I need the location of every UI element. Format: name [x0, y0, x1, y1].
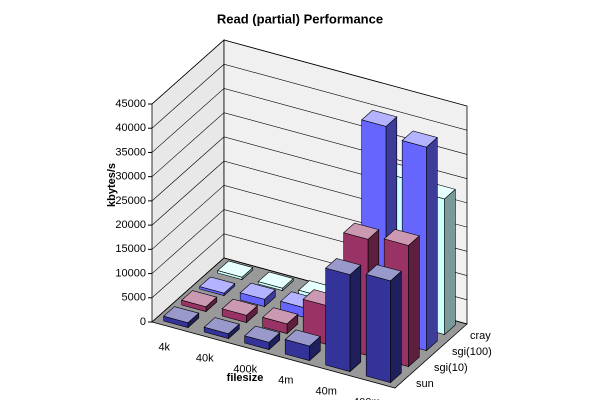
bar-top: [284, 329, 321, 347]
bar: [239, 282, 276, 308]
y-axis-title: kbytes/s: [106, 163, 118, 207]
bar-top: [262, 307, 299, 325]
bar-top: [361, 109, 398, 127]
bar-top: [217, 260, 254, 278]
bar: [262, 307, 299, 335]
x-tick-label: 4k: [158, 341, 170, 353]
bar-side: [408, 235, 420, 368]
y-tick-label: 10000: [115, 267, 146, 279]
bar-side: [349, 264, 362, 373]
series-label: sgi(10): [434, 362, 468, 374]
bar-top: [181, 290, 218, 308]
bar-top: [244, 325, 281, 343]
y-tick-label: 35000: [115, 146, 146, 158]
bar: [199, 276, 236, 297]
bar-top: [203, 317, 240, 335]
series-label: cray: [470, 330, 491, 342]
y-tick-label: 45000: [115, 98, 146, 110]
y-tick-label: 40000: [115, 122, 146, 134]
bar: [257, 271, 294, 292]
x-axis-title: filesize: [227, 372, 264, 384]
bar-top: [401, 130, 438, 148]
y-tick-label: 15000: [115, 243, 146, 255]
bar-front: [365, 273, 391, 383]
y-tick-label: 0: [140, 316, 146, 328]
bar: [181, 290, 218, 313]
y-tick-label: 25000: [115, 195, 146, 207]
bar-top: [163, 306, 200, 324]
bar: [365, 264, 402, 384]
y-tick-label: 20000: [115, 219, 146, 231]
bar-side: [426, 136, 438, 352]
bar: [221, 298, 258, 324]
y-tick-label: 30000: [115, 171, 146, 183]
bar-front: [325, 267, 351, 372]
bar: [284, 329, 321, 362]
bar: [203, 317, 240, 340]
x-tick-label: 40k: [196, 352, 214, 364]
series-label: sun: [416, 378, 434, 390]
bar-top: [221, 298, 258, 316]
bar: [244, 325, 281, 351]
x-tick-label: 400m: [353, 396, 381, 400]
chart-title: Read (partial) Performance: [217, 11, 383, 26]
grid-line: [151, 63, 468, 131]
bar-top: [199, 276, 236, 294]
bar-top: [365, 264, 402, 282]
x-tick-label: 4m: [278, 374, 293, 386]
bar-top: [239, 282, 276, 300]
bar: [325, 258, 362, 373]
y-tick-label: 5000: [122, 292, 146, 304]
bar: [217, 260, 254, 281]
bar-top: [325, 258, 362, 276]
series-label: sgi(100): [452, 346, 492, 358]
bar-top: [257, 271, 294, 289]
grid-line: [151, 39, 468, 107]
bar-top: [343, 222, 380, 240]
bar-top: [383, 228, 420, 246]
x-tick-label: 40m: [316, 385, 337, 397]
bar-side: [390, 270, 402, 384]
x-tick-label: 400k: [233, 363, 257, 375]
bar: [163, 306, 200, 329]
bar-side: [444, 188, 456, 336]
